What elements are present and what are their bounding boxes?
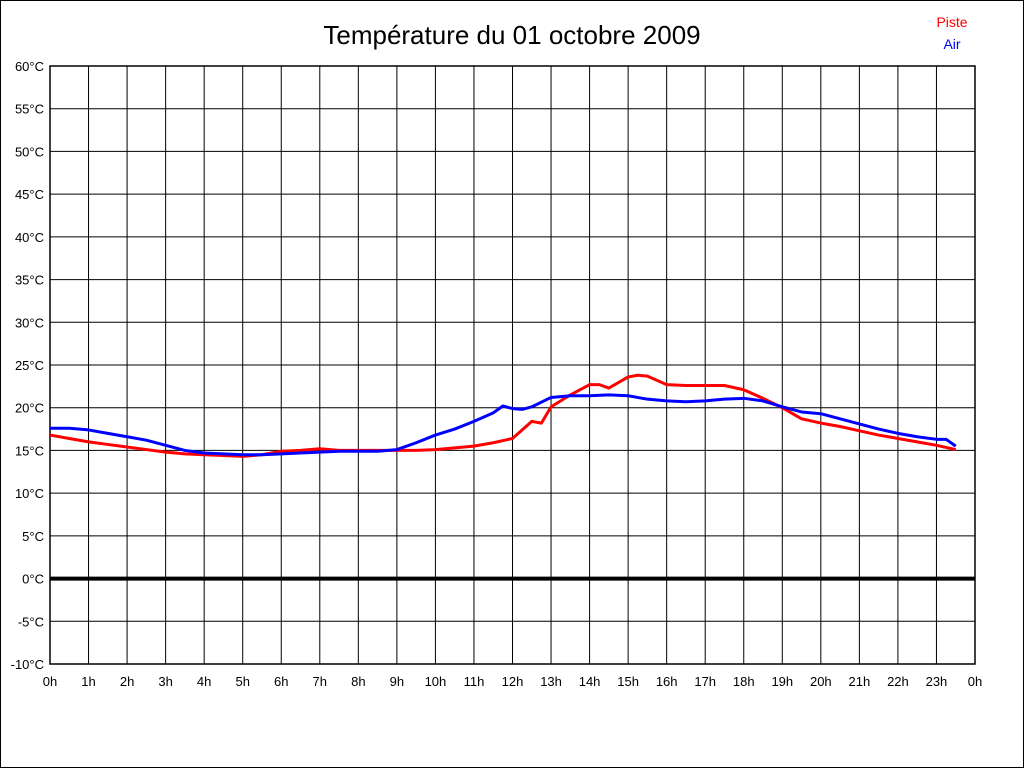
y-tick-label: 10°C xyxy=(15,486,44,501)
x-tick-label: 19h xyxy=(771,674,793,689)
legend-label-piste: Piste xyxy=(936,14,968,30)
x-tick-label: 8h xyxy=(351,674,365,689)
chart-title: Température du 01 octobre 2009 xyxy=(323,20,701,50)
y-tick-label: 60°C xyxy=(15,59,44,74)
x-tick-label: 16h xyxy=(656,674,678,689)
y-tick-label: 20°C xyxy=(15,401,44,416)
y-tick-label: 0°C xyxy=(22,572,44,587)
y-tick-label: 35°C xyxy=(15,273,44,288)
y-tick-label: 25°C xyxy=(15,358,44,373)
legend-item-air: Air xyxy=(913,33,991,55)
x-tick-label: 14h xyxy=(579,674,601,689)
y-tick-label: 55°C xyxy=(15,102,44,117)
x-tick-label: 13h xyxy=(540,674,562,689)
x-tick-label: 1h xyxy=(81,674,95,689)
legend: Piste Air xyxy=(913,11,991,55)
x-tick-label: 3h xyxy=(158,674,172,689)
y-tick-label: 5°C xyxy=(22,529,44,544)
x-tick-label: 9h xyxy=(390,674,404,689)
y-tick-label: -10°C xyxy=(11,657,44,672)
y-tick-label: 15°C xyxy=(15,443,44,458)
x-tick-label: 21h xyxy=(849,674,871,689)
x-tick-label: 23h xyxy=(926,674,948,689)
legend-label-air: Air xyxy=(943,36,961,52)
x-tick-label: 4h xyxy=(197,674,211,689)
x-tick-label: 10h xyxy=(425,674,447,689)
legend-item-piste: Piste xyxy=(913,11,991,33)
x-tick-label: 6h xyxy=(274,674,288,689)
x-tick-label: 11h xyxy=(464,674,485,689)
series-line-air xyxy=(50,393,957,457)
x-tick-label: 17h xyxy=(694,674,716,689)
y-tick-label: 40°C xyxy=(15,230,44,245)
x-tick-label: 18h xyxy=(733,674,755,689)
x-tick-label: 0h xyxy=(968,674,982,689)
x-tick-label: 12h xyxy=(502,674,524,689)
y-tick-label: 50°C xyxy=(15,144,44,159)
y-tick-label: 30°C xyxy=(15,315,44,330)
y-tick-label: 45°C xyxy=(15,187,44,202)
x-tick-label: 0h xyxy=(43,674,57,689)
x-tick-label: 2h xyxy=(120,674,134,689)
x-tick-label: 7h xyxy=(313,674,327,689)
plot-frame xyxy=(49,65,976,665)
x-tick-label: 20h xyxy=(810,674,832,689)
y-tick-label: -5°C xyxy=(18,614,44,629)
x-tick-label: 22h xyxy=(887,674,909,689)
x-tick-label: 5h xyxy=(235,674,249,689)
x-tick-label: 15h xyxy=(617,674,639,689)
series-line-piste xyxy=(49,373,957,458)
